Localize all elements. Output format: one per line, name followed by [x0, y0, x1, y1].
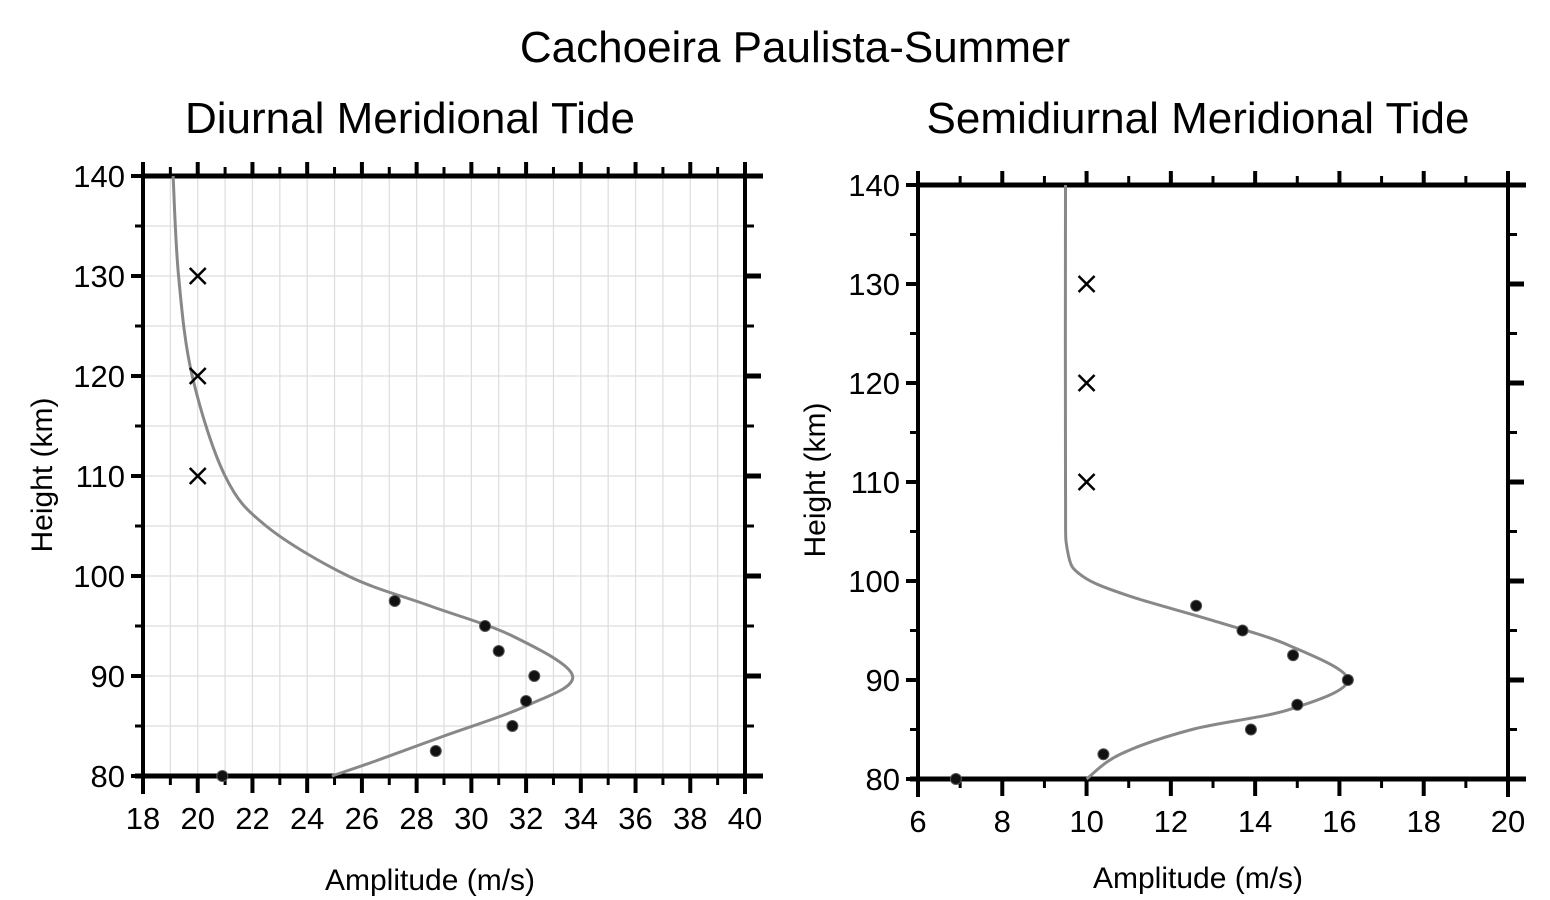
semidiurnal-panel: Semidiurnal Meridional Tide 6 8 10 12 14 16 18… [799, 94, 1526, 895]
diurnal-x-tick-label: 24 [290, 801, 324, 836]
semidiurnal-data-point [1236, 624, 1249, 637]
semidiurnal-x-marker [1077, 275, 1096, 293]
semidiurnal-panel-title: Semidiurnal Meridional Tide [927, 94, 1470, 143]
semidiurnal-x-tick-label: 16 [1322, 804, 1356, 839]
diurnal-x-tick-label: 40 [728, 801, 762, 836]
diurnal-data-point [492, 645, 505, 657]
semidiurnal-y-tick-label: 100 [848, 564, 900, 599]
semidiurnal-data-point [1244, 723, 1257, 736]
diurnal-x-marker-stroke [188, 267, 207, 285]
diurnal-x-marker-stroke [188, 367, 207, 385]
semidiurnal-y-axis-label: Height (km) [799, 402, 832, 557]
diurnal-data-point [479, 620, 492, 632]
semidiurnal-x-axis-label: Amplitude (m/s) [1093, 862, 1303, 895]
semidiurnal-x-marker-stroke [1077, 374, 1096, 392]
semidiurnal-data-point [1287, 649, 1300, 662]
semidiurnal-x-tick-label: 8 [994, 804, 1011, 839]
semidiurnal-x-tick-label: 18 [1406, 804, 1440, 839]
semidiurnal-x-tick-label: 6 [909, 804, 926, 839]
diurnal-x-tick-label: 34 [564, 801, 598, 836]
semidiurnal-x-marker-stroke [1077, 275, 1096, 293]
diurnal-y-tick-label: 140 [73, 159, 125, 194]
diurnal-y-tick-label: 130 [73, 259, 125, 294]
semidiurnal-x-tick-label: 10 [1069, 804, 1103, 839]
diurnal-x-marker-stroke [188, 467, 207, 485]
semidiurnal-y-tick-label: 110 [851, 465, 900, 500]
semidiurnal-x-tick-label: 20 [1491, 804, 1525, 839]
diurnal-x-tick-label: 18 [126, 801, 160, 836]
semidiurnal-plot-area: 6 8 10 12 14 16 18 20 80 90 100 110 120 130 140 [848, 168, 1526, 839]
diurnal-x-tick-label: 26 [345, 801, 379, 836]
semidiurnal-y-tick-label: 140 [848, 168, 900, 203]
semidiurnal-data-point [1097, 748, 1110, 761]
diurnal-data-point [429, 745, 442, 757]
diurnal-y-tick-label: 110 [76, 459, 125, 494]
diurnal-x-marker [188, 367, 207, 385]
semidiurnal-y-tick-label: 90 [866, 663, 900, 698]
diurnal-x-tick-label: 22 [235, 801, 269, 836]
semidiurnal-fit-curve [1063, 184, 1350, 781]
diurnal-x-tick-label: 32 [509, 801, 543, 836]
diurnal-data-point [520, 695, 533, 707]
semidiurnal-data-point [1291, 698, 1304, 711]
diurnal-data-point [216, 770, 229, 782]
diurnal-data-point [506, 720, 519, 732]
diurnal-x-marker [188, 467, 207, 485]
semidiurnal-data-point [1190, 599, 1203, 612]
semidiurnal-data-point [1341, 674, 1354, 686]
diurnal-data-point [388, 595, 401, 607]
diurnal-x-tick-label: 20 [180, 801, 214, 836]
semidiurnal-x-tick-label: 14 [1238, 804, 1272, 839]
diurnal-y-tick-label: 90 [91, 659, 125, 694]
diurnal-plot-area: 18 20 22 24 26 28 30 32 34 36 38 40 80 90 100 110 120 130… [73, 159, 763, 836]
semidiurnal-x-tick-label: 12 [1154, 804, 1188, 839]
semidiurnal-x-marker-stroke [1077, 473, 1096, 491]
diurnal-panel: Diurnal Meridional Tide 18 20 22 24 26 28 30 32… [26, 94, 763, 897]
semidiurnal-y-tick-label: 80 [866, 762, 900, 797]
semidiurnal-x-marker [1077, 473, 1096, 491]
diurnal-data-point [528, 670, 541, 682]
diurnal-panel-title: Diurnal Meridional Tide [185, 94, 635, 143]
diurnal-y-tick-label: 100 [73, 559, 125, 594]
diurnal-x-axis-label: Amplitude (m/s) [325, 864, 535, 897]
diurnal-y-tick-label: 80 [91, 759, 125, 794]
semidiurnal-x-marker [1077, 374, 1096, 392]
figure-title: Cachoeira Paulista-Summer [520, 23, 1070, 72]
diurnal-x-tick-label: 38 [673, 801, 707, 836]
semidiurnal-y-tick-label: 130 [848, 267, 900, 302]
diurnal-x-tick-label: 30 [454, 801, 488, 836]
diurnal-y-axis-label: Height (km) [26, 397, 59, 552]
diurnal-x-tick-label: 36 [618, 801, 652, 836]
diurnal-x-marker [188, 267, 207, 285]
diurnal-fit-curve [171, 175, 575, 778]
diurnal-y-tick-label: 120 [73, 359, 125, 394]
semidiurnal-data-point [949, 773, 962, 785]
diurnal-x-tick-label: 28 [399, 801, 433, 836]
semidiurnal-y-tick-label: 120 [848, 366, 900, 401]
